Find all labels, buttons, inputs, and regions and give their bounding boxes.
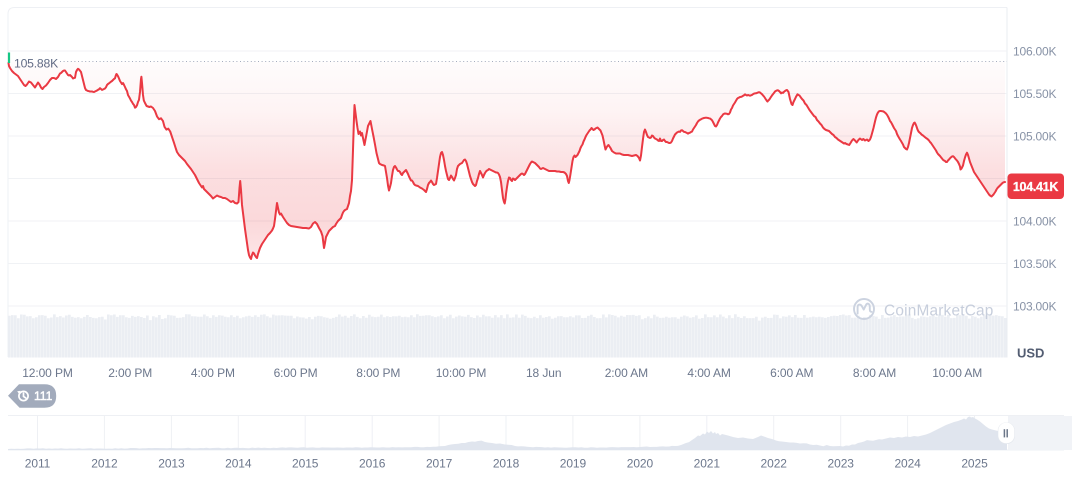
svg-text:2021: 2021 <box>694 457 721 471</box>
svg-text:8:00 AM: 8:00 AM <box>853 366 896 380</box>
svg-text:104.00K: 104.00K <box>1013 215 1057 229</box>
svg-text:2:00 AM: 2:00 AM <box>605 366 648 380</box>
svg-text:2016: 2016 <box>359 457 386 471</box>
svg-text:2023: 2023 <box>828 457 855 471</box>
svg-text:103.00K: 103.00K <box>1013 300 1057 314</box>
svg-text:2:00 PM: 2:00 PM <box>108 366 152 380</box>
svg-text:10:00 AM: 10:00 AM <box>932 366 982 380</box>
svg-text:2020: 2020 <box>627 457 654 471</box>
svg-text:8:00 PM: 8:00 PM <box>356 366 400 380</box>
svg-text:104.41K: 104.41K <box>1013 180 1058 194</box>
svg-text:103.50K: 103.50K <box>1013 257 1057 271</box>
svg-text:2025: 2025 <box>961 457 988 471</box>
svg-text:18 Jun: 18 Jun <box>526 366 561 380</box>
svg-text:CoinMarketCap: CoinMarketCap <box>884 303 994 320</box>
svg-text:2013: 2013 <box>158 457 185 471</box>
svg-text:2019: 2019 <box>560 457 587 471</box>
svg-text:2022: 2022 <box>761 457 788 471</box>
svg-text:105.00K: 105.00K <box>1013 130 1057 144</box>
svg-text:106.00K: 106.00K <box>1013 45 1057 59</box>
svg-text:2015: 2015 <box>292 457 319 471</box>
svg-text:2018: 2018 <box>493 457 520 471</box>
svg-text:6:00 AM: 6:00 AM <box>770 366 813 380</box>
svg-text:2014: 2014 <box>225 457 252 471</box>
svg-text:10:00 PM: 10:00 PM <box>436 366 487 380</box>
svg-text:2012: 2012 <box>91 457 118 471</box>
svg-text:2011: 2011 <box>25 457 51 471</box>
svg-text:111: 111 <box>34 389 53 403</box>
svg-text:2017: 2017 <box>426 457 453 471</box>
svg-text:4:00 PM: 4:00 PM <box>191 366 235 380</box>
svg-text:12:00 PM: 12:00 PM <box>22 366 73 380</box>
svg-text:USD: USD <box>1017 346 1044 361</box>
svg-text:2024: 2024 <box>894 457 921 471</box>
svg-text:6:00 PM: 6:00 PM <box>274 366 318 380</box>
svg-text:4:00 AM: 4:00 AM <box>687 366 730 380</box>
svg-text:105.50K: 105.50K <box>1013 87 1057 101</box>
